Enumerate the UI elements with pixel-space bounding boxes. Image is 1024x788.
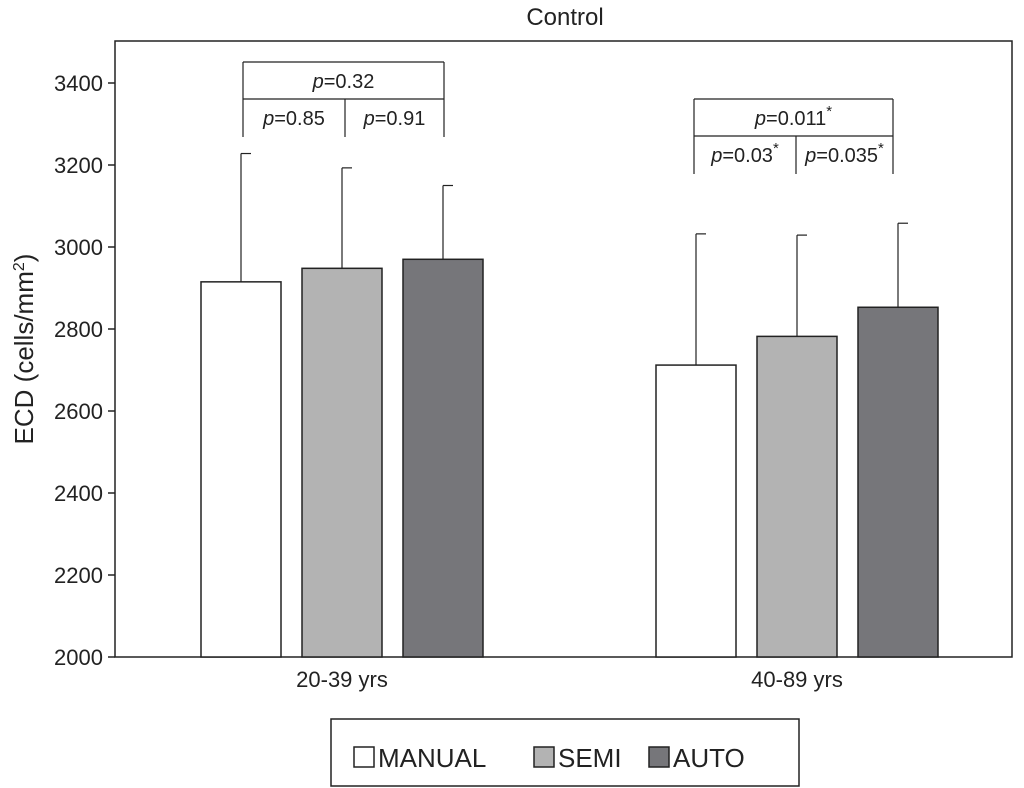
p-symbol: p (312, 71, 324, 93)
bar-semi (756, 335, 838, 658)
significance-star: * (773, 140, 779, 157)
p-value-pair: p=0.035* (804, 140, 884, 167)
p-value: =0.85 (274, 108, 325, 130)
legend-swatch-semi (533, 746, 555, 768)
p-symbol: p (754, 108, 766, 130)
p-symbol: p (262, 108, 274, 130)
x-tick-label: 20-39 yrs (296, 667, 388, 692)
p-value-overall: p=0.011* (754, 103, 832, 130)
legend-label-manual: MANUAL (378, 743, 486, 773)
y-tick-label: 2800 (54, 317, 103, 342)
y-axis-label: ECD (cells/mm2) (9, 254, 39, 445)
plot-frame (114, 40, 1013, 658)
p-symbol: p (804, 145, 816, 167)
p-value-pair: p=0.85 (262, 108, 325, 130)
p-value: =0.011 (766, 108, 826, 130)
p-value-pair: p=0.03* (710, 140, 779, 167)
p-value-pair: p=0.91 (363, 108, 426, 130)
legend-box (330, 718, 800, 787)
y-axis-label-sup: 2 (11, 262, 28, 271)
legend-swatch-manual (353, 746, 375, 768)
y-axis-label-main: ECD (cells/mm (9, 271, 39, 444)
y-tick-label: 2600 (54, 399, 103, 424)
p-value: =0.32 (324, 71, 375, 93)
bar-manual (200, 281, 282, 658)
p-value: =0.035 (816, 145, 878, 167)
legend-label-auto: AUTO (673, 743, 745, 773)
legend-swatch-auto (648, 746, 670, 768)
p-value: =0.03 (722, 145, 773, 167)
significance-star: * (826, 103, 832, 120)
bar-semi (301, 267, 383, 658)
y-tick-label: 3200 (54, 153, 103, 178)
p-symbol: p (363, 108, 375, 130)
bar-auto (857, 306, 939, 658)
significance-star: * (878, 140, 884, 157)
chart-title: Control (526, 4, 603, 31)
p-value-overall: p=0.32 (312, 71, 375, 93)
p-value: =0.91 (375, 108, 426, 130)
bar-manual (655, 364, 737, 658)
y-tick-label: 3400 (54, 71, 103, 96)
y-axis-label-close: ) (9, 254, 39, 263)
p-symbol: p (710, 145, 722, 167)
y-tick-label: 2400 (54, 481, 103, 506)
y-tick-label: 2000 (54, 645, 103, 670)
y-tick-label: 3000 (54, 235, 103, 260)
legend-label-semi: SEMI (558, 743, 622, 773)
x-tick-label: 40-89 yrs (751, 667, 843, 692)
y-tick-label: 2200 (54, 563, 103, 588)
bar-auto (402, 258, 484, 658)
